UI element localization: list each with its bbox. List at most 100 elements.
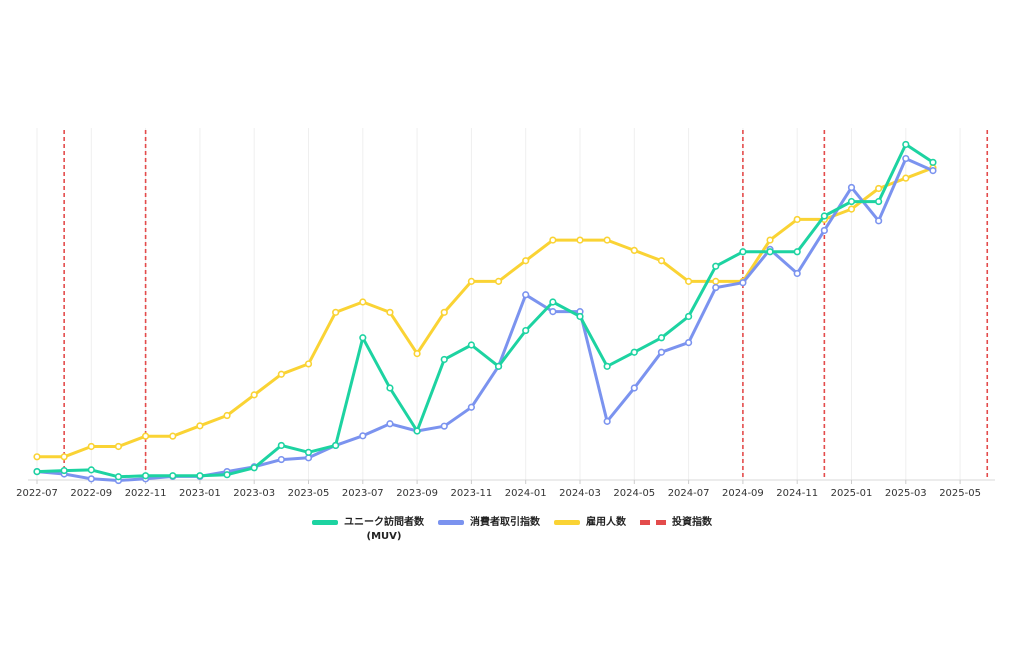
data-point[interactable]: [875, 197, 883, 206]
data-point[interactable]: [902, 174, 910, 182]
data-point[interactable]: [440, 308, 448, 316]
x-tick-label: 2022-09: [70, 488, 112, 499]
data-point[interactable]: [522, 291, 530, 299]
data-point[interactable]: [304, 448, 313, 456]
legend-item-investment[interactable]: 投資指数: [640, 516, 712, 530]
data-point[interactable]: [684, 338, 693, 347]
data-point[interactable]: [902, 154, 910, 163]
data-point[interactable]: [440, 355, 448, 364]
data-point[interactable]: [440, 422, 448, 430]
data-point[interactable]: [576, 236, 584, 244]
data-point[interactable]: [522, 326, 530, 335]
x-tick-label: 2023-01: [179, 488, 221, 499]
data-point[interactable]: [603, 236, 611, 244]
data-point[interactable]: [142, 472, 150, 480]
data-point[interactable]: [847, 197, 856, 206]
data-point[interactable]: [87, 475, 95, 483]
data-point[interactable]: [304, 360, 313, 368]
data-point[interactable]: [793, 215, 801, 224]
x-tick-label: 2024-07: [668, 488, 710, 499]
data-point[interactable]: [684, 312, 693, 321]
data-point[interactable]: [196, 422, 204, 430]
data-point[interactable]: [847, 183, 856, 192]
data-point[interactable]: [386, 384, 394, 392]
data-point[interactable]: [929, 166, 937, 175]
data-point[interactable]: [929, 158, 937, 166]
x-tick-label: 2023-05: [288, 488, 330, 499]
data-point[interactable]: [33, 453, 41, 461]
data-point[interactable]: [277, 370, 285, 378]
data-point[interactable]: [820, 226, 828, 235]
data-point[interactable]: [820, 212, 828, 220]
data-point[interactable]: [875, 217, 883, 225]
data-point[interactable]: [60, 466, 68, 475]
data-point[interactable]: [250, 391, 258, 399]
legend-item-consumer-transaction[interactable]: 消費者取引指数: [438, 516, 540, 530]
data-point[interactable]: [847, 205, 856, 213]
data-point[interactable]: [359, 334, 367, 342]
data-point[interactable]: [739, 279, 747, 287]
data-point[interactable]: [87, 442, 95, 451]
data-point[interactable]: [793, 248, 801, 256]
data-point[interactable]: [467, 341, 476, 349]
data-point[interactable]: [522, 257, 530, 265]
data-point[interactable]: [494, 362, 503, 370]
data-point[interactable]: [766, 236, 774, 244]
data-point[interactable]: [386, 308, 394, 316]
data-point[interactable]: [467, 277, 476, 285]
data-point[interactable]: [250, 464, 258, 472]
legend-item-muv[interactable]: ユニーク訪問者数 (MUV): [312, 516, 424, 544]
data-point[interactable]: [549, 298, 557, 306]
data-point[interactable]: [576, 312, 584, 321]
data-point[interactable]: [359, 432, 367, 440]
data-point[interactable]: [657, 348, 666, 356]
data-point[interactable]: [169, 472, 177, 480]
legend-label-employees: 雇用人数: [586, 517, 626, 528]
data-point[interactable]: [494, 277, 503, 285]
data-point[interactable]: [223, 411, 231, 420]
data-point[interactable]: [277, 455, 285, 464]
data-point[interactable]: [793, 269, 801, 278]
legend-label-muv: ユニーク訪問者数 (MUV): [344, 517, 424, 542]
data-point[interactable]: [684, 277, 693, 285]
data-point[interactable]: [739, 248, 747, 256]
data-point[interactable]: [196, 472, 204, 480]
data-point[interactable]: [657, 334, 666, 342]
data-point[interactable]: [630, 384, 638, 392]
data-point[interactable]: [169, 432, 177, 440]
data-point[interactable]: [332, 441, 340, 450]
x-tick-label: 2022-07: [16, 488, 58, 499]
data-point[interactable]: [413, 350, 421, 358]
legend-swatch-muv: [312, 520, 338, 525]
data-point[interactable]: [277, 441, 285, 450]
data-point[interactable]: [60, 453, 68, 461]
data-point[interactable]: [766, 248, 774, 256]
data-point[interactable]: [114, 473, 123, 481]
legend-item-employees[interactable]: 雇用人数: [554, 516, 626, 530]
data-point[interactable]: [902, 140, 910, 149]
data-point[interactable]: [712, 277, 720, 285]
data-point[interactable]: [386, 420, 394, 428]
data-point[interactable]: [87, 466, 95, 474]
series-2: [33, 164, 937, 461]
data-point[interactable]: [549, 308, 557, 316]
data-point[interactable]: [142, 432, 150, 440]
data-point[interactable]: [875, 184, 883, 193]
data-point[interactable]: [630, 348, 638, 356]
data-point[interactable]: [467, 403, 476, 411]
data-point[interactable]: [657, 257, 666, 265]
data-point[interactable]: [712, 283, 720, 292]
data-point[interactable]: [114, 442, 123, 451]
data-point[interactable]: [33, 467, 41, 476]
data-point[interactable]: [549, 236, 557, 244]
data-point[interactable]: [413, 427, 421, 435]
data-point[interactable]: [630, 246, 638, 254]
x-tick-label: 2025-03: [885, 488, 927, 499]
data-point[interactable]: [332, 308, 340, 316]
series-lines: [33, 140, 937, 485]
data-point[interactable]: [359, 298, 367, 306]
data-point[interactable]: [603, 362, 611, 370]
data-point[interactable]: [223, 471, 231, 479]
data-point[interactable]: [712, 262, 720, 270]
data-point[interactable]: [603, 417, 611, 425]
